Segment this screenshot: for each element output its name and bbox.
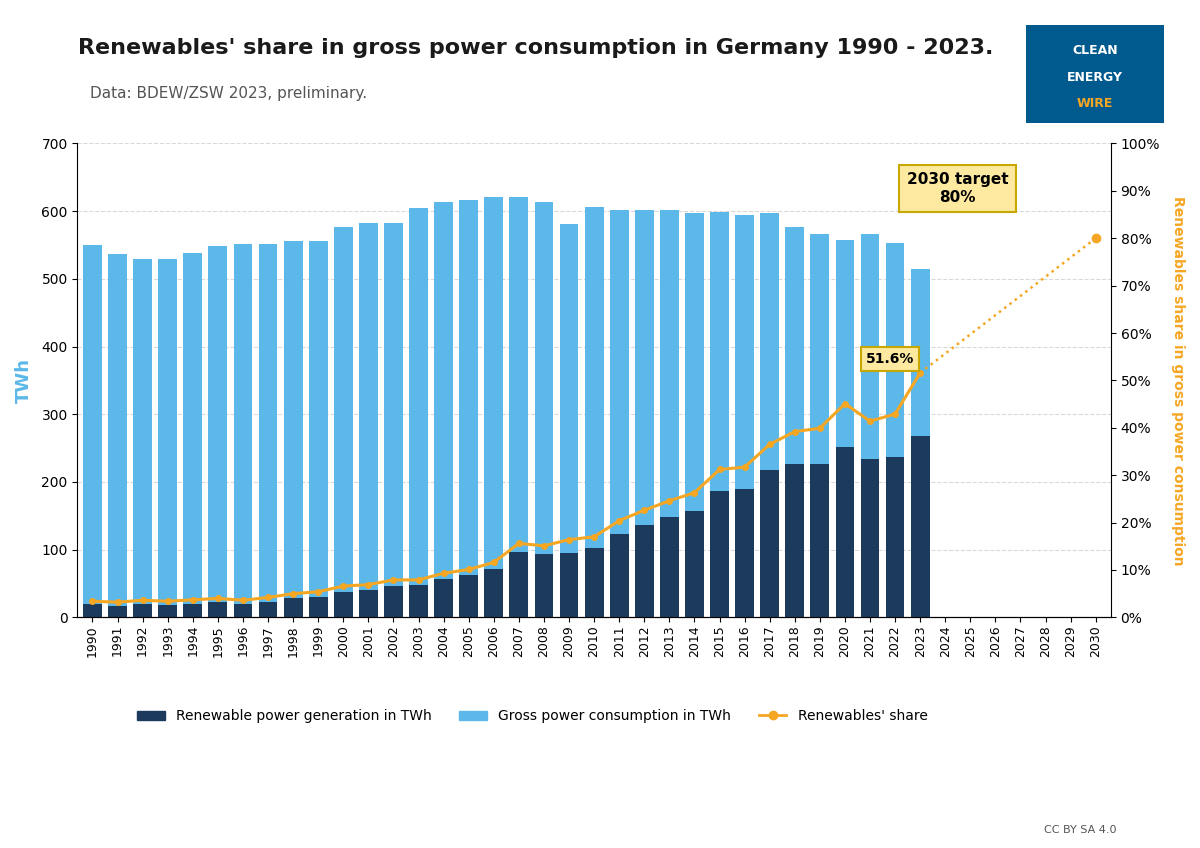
Y-axis label: TWh: TWh: [14, 358, 32, 403]
Bar: [534, 555, 553, 617]
Bar: [886, 243, 905, 617]
Bar: [384, 223, 403, 617]
Bar: [359, 590, 378, 617]
Text: WIRE: WIRE: [1076, 97, 1114, 110]
Bar: [158, 259, 178, 617]
Bar: [610, 534, 629, 617]
Bar: [308, 241, 328, 617]
Bar: [283, 241, 302, 617]
Bar: [409, 208, 428, 617]
Bar: [283, 599, 302, 617]
Bar: [559, 553, 578, 617]
Bar: [810, 234, 829, 617]
Text: 2030 target
80%: 2030 target 80%: [907, 172, 1008, 204]
Bar: [409, 585, 428, 617]
Bar: [710, 212, 728, 617]
Bar: [710, 491, 728, 617]
Text: Renewables' share in gross power consumption in Germany 1990 - 2023.: Renewables' share in gross power consump…: [78, 38, 994, 59]
Bar: [108, 605, 127, 617]
Bar: [460, 576, 478, 617]
Bar: [736, 489, 754, 617]
Bar: [334, 592, 353, 617]
Bar: [234, 244, 252, 617]
Bar: [685, 213, 704, 617]
Bar: [510, 552, 528, 617]
Bar: [83, 605, 102, 617]
Bar: [559, 224, 578, 617]
Bar: [860, 459, 880, 617]
Bar: [434, 203, 454, 617]
Bar: [510, 197, 528, 617]
Bar: [835, 448, 854, 617]
Bar: [835, 240, 854, 617]
Bar: [83, 245, 102, 617]
Bar: [886, 457, 905, 617]
Bar: [108, 254, 127, 617]
Bar: [209, 602, 227, 617]
Bar: [785, 465, 804, 617]
Bar: [259, 602, 277, 617]
Bar: [334, 226, 353, 617]
Bar: [584, 207, 604, 617]
Bar: [911, 269, 930, 617]
Bar: [460, 200, 478, 617]
Bar: [308, 597, 328, 617]
Text: CC BY SA 4.0: CC BY SA 4.0: [1044, 825, 1116, 834]
Bar: [485, 569, 503, 617]
Bar: [610, 209, 629, 617]
Bar: [761, 470, 779, 617]
Legend: Renewable power generation in TWh, Gross power consumption in TWh, Renewables' s: Renewable power generation in TWh, Gross…: [131, 704, 934, 729]
Text: CLEAN: CLEAN: [1072, 44, 1118, 58]
Y-axis label: Renewables share in gross power consumption: Renewables share in gross power consumpt…: [1171, 196, 1186, 566]
Bar: [660, 517, 679, 617]
Text: Data: BDEW/ZSW 2023, preliminary.: Data: BDEW/ZSW 2023, preliminary.: [90, 86, 367, 102]
Bar: [660, 209, 679, 617]
Bar: [685, 511, 704, 617]
Bar: [234, 604, 252, 617]
Bar: [785, 226, 804, 617]
Bar: [534, 202, 553, 617]
Bar: [133, 259, 152, 617]
Bar: [209, 247, 227, 617]
Bar: [635, 525, 654, 617]
Bar: [860, 234, 880, 617]
Bar: [911, 436, 930, 617]
Bar: [584, 548, 604, 617]
Bar: [158, 605, 178, 617]
Bar: [485, 197, 503, 617]
Bar: [184, 604, 203, 617]
Bar: [133, 605, 152, 617]
Bar: [184, 254, 203, 617]
Bar: [761, 213, 779, 617]
Bar: [736, 215, 754, 617]
Text: ENERGY: ENERGY: [1067, 70, 1123, 84]
Bar: [259, 244, 277, 617]
Bar: [359, 223, 378, 617]
Bar: [635, 210, 654, 617]
Bar: [384, 586, 403, 617]
Bar: [434, 578, 454, 617]
Bar: [810, 465, 829, 617]
Text: 51.6%: 51.6%: [866, 352, 914, 365]
